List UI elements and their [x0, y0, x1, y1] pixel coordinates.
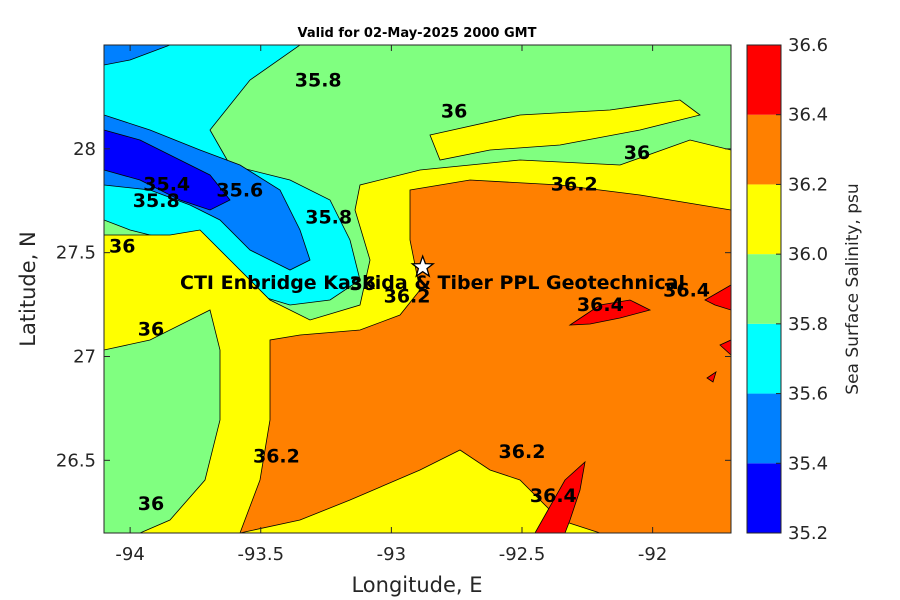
x-tick-label: -93 — [377, 544, 406, 565]
colorbar-swatch — [747, 114, 781, 185]
contour-label: 35.8 — [305, 207, 352, 229]
colorbar-tick-label: 35.4 — [788, 453, 828, 474]
contour-label: 36 — [441, 101, 467, 123]
region-36.4-36.6-south — [534, 460, 586, 533]
region-35.2-35.4 — [104, 129, 231, 211]
colorbar-swatch — [747, 254, 781, 324]
x-axis-label: Longitude, E — [351, 573, 482, 597]
colorbar-tick-label: 35.6 — [788, 384, 828, 405]
colorbar-swatch — [747, 184, 781, 255]
contour-label: 36.2 — [253, 445, 300, 467]
x-tick-label: -94 — [115, 544, 144, 565]
contour-label-layer: 35.8 36 36 36.2 35.4 35.6 35.8 35.8 36 36 36.2 36.4… — [109, 70, 710, 516]
colorbar-swatch — [747, 393, 781, 464]
y-tick-label: 27.5 — [56, 243, 96, 264]
colorbar-swatch — [747, 45, 781, 115]
colorbar-tick-label: 35.8 — [788, 314, 828, 335]
y-tick-label: 28 — [73, 139, 96, 160]
contour-label: 35.8 — [133, 190, 180, 212]
contour-label: 36.2 — [551, 173, 598, 195]
x-tick-label: -92.5 — [499, 544, 546, 565]
region-36-36.2-north-band — [429, 99, 701, 161]
contour-label: 36.4 — [577, 294, 624, 316]
colorbar-tick-label: 35.2 — [788, 523, 828, 544]
colorbar-label: Sea Surface Salinity, psu — [843, 183, 863, 394]
contour-label: 35.6 — [216, 180, 263, 202]
site-label: CTI Enbridge Kaskida & Tiber PPL Geotech… — [180, 272, 685, 294]
contour-label: 36 — [138, 493, 164, 515]
contour-label: 36 — [349, 273, 375, 295]
contour-label: 35.8 — [295, 70, 342, 92]
contour-label: 36 — [624, 142, 650, 164]
y-axis-ticks: 26.5 27 27.5 28 — [56, 139, 731, 471]
plot-frame — [103, 44, 732, 534]
contour-label: 36.4 — [663, 279, 710, 301]
y-tick-label: 27 — [73, 346, 96, 367]
site-star-icon — [410, 254, 436, 278]
region-35.8-36-southwest — [104, 309, 221, 533]
contour-label: 35.4 — [143, 173, 190, 195]
contour-label: 36.4 — [530, 485, 577, 507]
region-35.4-35.6-topleft — [104, 45, 171, 66]
region-36.4-36.6-speck — [706, 371, 717, 383]
colorbar-tick-label: 36.4 — [788, 105, 828, 126]
colorbar-tick-label: 36.6 — [788, 35, 828, 56]
x-tick-label: -92 — [638, 544, 667, 565]
y-axis-label: Latitude, N — [16, 231, 40, 347]
colorbar-frame — [746, 44, 782, 534]
colorbar-tick-label: 36.2 — [788, 174, 828, 195]
x-tick-label: -93.5 — [237, 544, 284, 565]
colorbar: 35.2 35.4 35.6 35.8 36.0 36.2 36.4 36.6 — [746, 35, 828, 544]
region-36.4-36.6-east — [568, 299, 652, 326]
contour-label: 36 — [138, 319, 164, 341]
contour-label: 36.2 — [499, 441, 546, 463]
colorbar-swatch — [747, 323, 781, 394]
contour-fill-layer — [104, 45, 731, 533]
contour-label: 36 — [109, 236, 135, 258]
region-36.4-36.6-edge — [704, 284, 731, 311]
x-axis-ticks: -94 -93.5 -93 -92.5 -92 — [115, 45, 667, 565]
region-36.4-36.6-dot — [719, 339, 731, 356]
site-marker: CTI Enbridge Kaskida & Tiber PPL Geotech… — [180, 254, 685, 294]
chart-title: Valid for 02-May-2025 2000 GMT — [298, 26, 537, 41]
y-tick-label: 26.5 — [56, 450, 96, 471]
region-36.2-36.4 — [239, 179, 731, 533]
colorbar-swatch — [747, 463, 781, 533]
colorbar-tick-label: 36.0 — [788, 244, 828, 265]
contour-label: 36.2 — [384, 285, 431, 307]
